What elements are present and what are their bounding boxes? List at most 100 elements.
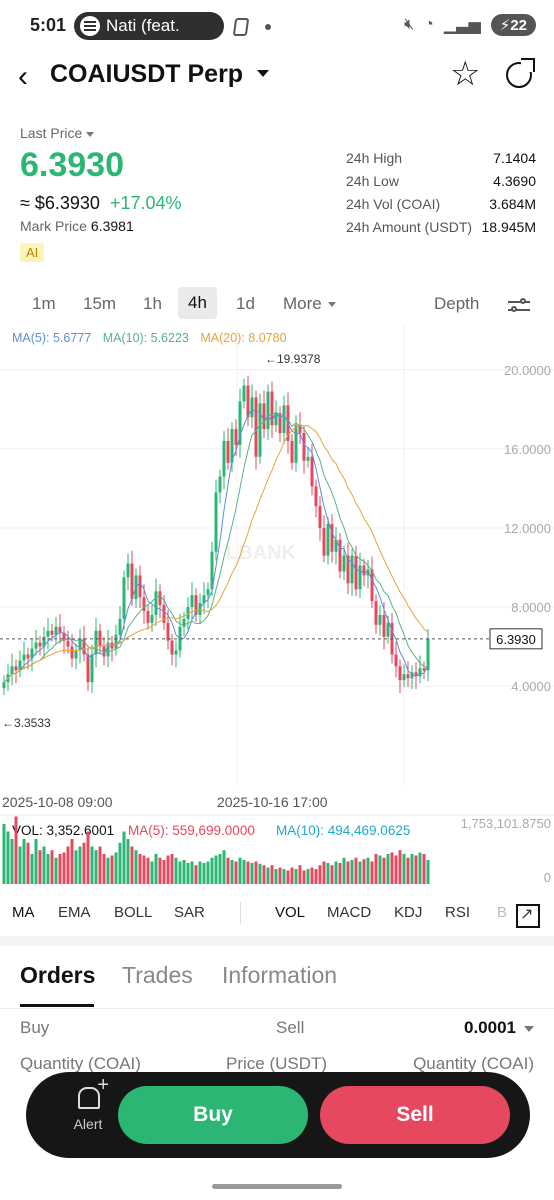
tab-information[interactable]: Information	[222, 962, 338, 988]
tab-1m[interactable]: 1m	[32, 294, 56, 313]
volume-bar	[378, 855, 382, 884]
indicator-sar[interactable]: SAR	[174, 904, 205, 921]
indicator-rsi[interactable]: RSI	[445, 904, 471, 921]
volume-bar	[274, 869, 278, 884]
candle-body	[198, 603, 202, 615]
volume-bar	[154, 854, 158, 884]
candle-body	[90, 654, 94, 683]
candle-body	[194, 595, 198, 615]
tab-orders[interactable]: Orders	[20, 962, 96, 988]
tab-more[interactable]: More	[283, 294, 336, 314]
candle-body	[146, 611, 150, 623]
volume-bar	[22, 839, 26, 884]
divider	[240, 902, 241, 924]
stat-row: 24h Vol (COAI) 3.684M	[346, 194, 536, 217]
depth-button[interactable]: Depth	[434, 294, 480, 313]
volume-bar	[10, 839, 14, 884]
candle-body	[282, 405, 286, 434]
volume-bar	[250, 863, 254, 884]
volume-bar	[130, 846, 134, 884]
volume-bar	[338, 863, 342, 884]
last-price-label[interactable]: Last Price	[20, 125, 95, 141]
volume-bar	[370, 861, 374, 884]
indicator-macd[interactable]: MACD	[327, 904, 372, 921]
buy-button[interactable]: Buy	[118, 1086, 308, 1144]
indicator-vol[interactable]: VOL	[275, 904, 306, 921]
tab-more-label: More	[283, 294, 322, 313]
battery-level: 22	[510, 17, 527, 34]
candlestick-chart[interactable]: 20.0000 16.0000 12.0000 8.0000 4.0000 LBANK 6.…	[0, 325, 554, 890]
y-tick-label: 4.0000	[511, 679, 551, 694]
active-tab-indicator	[20, 1004, 94, 1007]
candle-body	[234, 429, 238, 445]
vol-legend: VOL: 3,352.6001	[12, 823, 114, 838]
volume-bar	[318, 865, 322, 884]
indicator-ema[interactable]: EMA	[58, 904, 91, 921]
volume-bar	[182, 860, 186, 884]
candle-body	[238, 401, 242, 445]
gesture-bar[interactable]	[212, 1184, 342, 1189]
fullscreen-icon[interactable]	[516, 904, 540, 928]
chevron-down-icon[interactable]	[257, 70, 269, 77]
candle-body	[82, 638, 86, 655]
candle-body	[114, 634, 118, 649]
volume-bar	[406, 857, 410, 884]
volume-bar	[74, 850, 78, 884]
volume-bar	[374, 854, 378, 884]
volume-bar	[110, 855, 114, 884]
volume-bar	[58, 854, 62, 884]
alert-button[interactable]: Alert	[56, 1074, 120, 1132]
candle-body	[402, 674, 406, 681]
volume-bar	[390, 852, 394, 884]
candle-body	[266, 391, 270, 430]
volume-bar	[222, 850, 226, 884]
chart-settings-icon[interactable]	[508, 296, 530, 316]
tab-1h[interactable]: 1h	[143, 294, 162, 313]
volume-bar	[298, 865, 302, 884]
volume-bar	[418, 852, 422, 884]
mark-price-value: 6.3981	[90, 218, 134, 234]
back-arrow-icon[interactable]: ‹	[18, 60, 28, 93]
share-icon[interactable]	[506, 58, 535, 88]
volume-bar	[238, 857, 242, 884]
candle-body	[2, 682, 6, 689]
volume-bar	[54, 857, 58, 884]
price-header: Price (USDT)	[226, 1054, 328, 1073]
stat-value: 3.684M	[489, 196, 536, 212]
vol-ma5-legend: MA(5): 559,699.0000	[128, 823, 255, 838]
mark-price-label: Mark Price	[20, 218, 87, 234]
candle-body	[26, 654, 30, 659]
price-step-select[interactable]: 0.0001	[464, 1018, 534, 1038]
volume-bar	[34, 839, 38, 884]
indicator-boll[interactable]: BOLL	[114, 904, 153, 921]
media-pill[interactable]: Nati (feat.	[74, 12, 224, 40]
candle-body	[246, 385, 250, 418]
favorite-star-icon[interactable]: ☆	[450, 55, 481, 93]
sell-button[interactable]: Sell	[320, 1086, 510, 1144]
tab-4h[interactable]: 4h	[178, 287, 217, 319]
candle-body	[142, 597, 146, 611]
tab-15m[interactable]: 15m	[83, 294, 117, 313]
indicator-ma[interactable]: MA	[12, 904, 35, 921]
volume-bar	[302, 870, 306, 884]
candle-body	[254, 397, 258, 457]
candle-body	[202, 595, 206, 604]
candle-body	[106, 642, 110, 657]
indicator-kdj[interactable]: KDJ	[394, 904, 423, 921]
volume-bar	[278, 867, 282, 884]
indicator-more[interactable]: B	[497, 904, 508, 921]
timeframe-bar: 1m 15m 1h 4h 1d More Depth	[0, 286, 554, 324]
quantity-right-header: Quantity (COAI)	[413, 1054, 534, 1073]
ai-badge[interactable]: AI	[20, 243, 45, 262]
volume-bar	[242, 860, 246, 884]
tab-1d[interactable]: 1d	[236, 294, 255, 313]
section-divider	[0, 936, 554, 946]
wifi-icon: ◔	[424, 16, 434, 33]
volume-bar	[138, 854, 142, 884]
pair-title[interactable]: COAIUSDT Perp	[50, 60, 244, 88]
ma5-legend: MA(5): 5.6777	[12, 331, 92, 345]
volume-bar	[206, 861, 210, 884]
divider	[0, 1008, 554, 1009]
candle-body	[354, 555, 358, 590]
tab-trades[interactable]: Trades	[122, 962, 193, 988]
